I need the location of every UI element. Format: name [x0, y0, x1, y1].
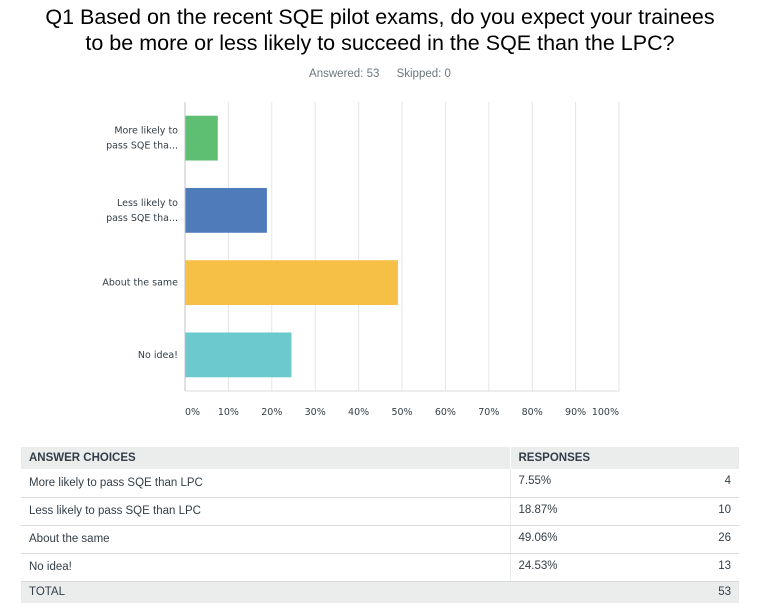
- x-tick-label: 30%: [305, 407, 326, 418]
- row-percent: 24.53%: [509, 553, 650, 582]
- table-row: No idea! 24.53% 13: [21, 553, 739, 582]
- x-tick-label: 60%: [435, 407, 456, 418]
- table-header-row: ANSWER CHOICES RESPONSES: [21, 447, 739, 469]
- row-percent: 18.87%: [509, 497, 650, 526]
- x-tick-label: 40%: [348, 407, 369, 418]
- row-choice: More likely to pass SQE than LPC: [21, 469, 510, 498]
- response-stats: Answered: 53 Skipped: 0: [0, 68, 760, 80]
- header-answer-choices: ANSWER CHOICES: [21, 447, 510, 469]
- row-count: 4: [650, 469, 739, 498]
- table-row: About the same 49.06% 26: [21, 525, 739, 554]
- category-label: pass SQE tha...: [106, 141, 178, 152]
- x-tick-label: 70%: [478, 407, 499, 418]
- row-count: 26: [650, 525, 739, 554]
- row-choice: No idea!: [21, 553, 510, 582]
- bar: [185, 115, 218, 161]
- row-choice: About the same: [21, 525, 510, 554]
- row-percent: 49.06%: [509, 525, 650, 554]
- answered-count: Answered: 53: [309, 68, 380, 80]
- x-tick-label: 90%: [565, 407, 586, 418]
- x-tick-label: 0%: [185, 407, 200, 418]
- row-percent: 7.55%: [509, 469, 650, 498]
- bar: [185, 187, 267, 233]
- x-tick-label: 50%: [391, 407, 412, 418]
- category-label: pass SQE tha...: [106, 213, 178, 224]
- table-total-row: TOTAL 53: [21, 581, 739, 603]
- x-tick-label: 100%: [592, 407, 619, 418]
- bar: [185, 332, 292, 378]
- responses-table: ANSWER CHOICES RESPONSES More likely to …: [21, 447, 739, 603]
- x-tick-label: 10%: [218, 407, 239, 418]
- bar-chart: 0% 10% 20% 30% 40% 50% 60% 70% 80% 90% 100% More li…: [102, 102, 620, 418]
- table-row: Less likely to pass SQE than LPC 18.87% …: [21, 497, 739, 526]
- category-label: Less likely to: [117, 198, 178, 209]
- header-responses: RESPONSES: [509, 447, 739, 469]
- category-label: No idea!: [138, 350, 178, 361]
- row-choice: Less likely to pass SQE than LPC: [21, 497, 510, 526]
- x-tick-label: 80%: [522, 407, 543, 418]
- total-label: TOTAL: [21, 581, 510, 603]
- table-row: More likely to pass SQE than LPC 7.55% 4: [21, 469, 739, 498]
- total-spacer: [510, 581, 650, 603]
- row-count: 13: [650, 553, 739, 582]
- x-tick-label: 20%: [261, 407, 282, 418]
- question-title-line-1: Q1 Based on the recent SQE pilot exams, …: [45, 5, 715, 29]
- category-label: More likely to: [114, 126, 178, 137]
- category-label: About the same: [102, 278, 178, 289]
- row-count: 10: [650, 497, 739, 526]
- question-title-line-2: to be more or less likely to succeed in …: [85, 31, 675, 55]
- question-title: Q1 Based on the recent SQE pilot exams, …: [0, 4, 760, 56]
- skipped-count: Skipped: 0: [396, 68, 451, 80]
- total-count: 53: [650, 581, 739, 603]
- bar: [185, 260, 398, 306]
